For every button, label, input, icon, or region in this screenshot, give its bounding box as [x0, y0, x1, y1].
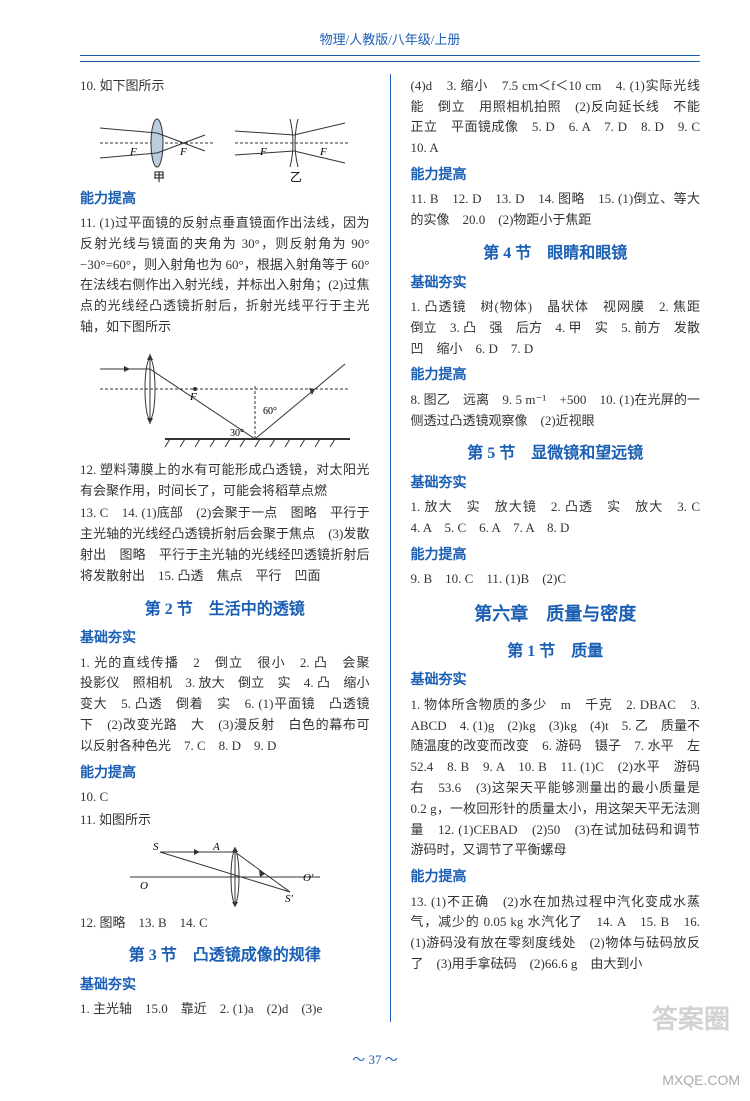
basic-heading-5: 基础夯实	[411, 473, 701, 495]
basic-heading-2: 基础夯实	[80, 628, 370, 650]
right-column: (4)d 3. 缩小 7.5 cm＜f＜10 cm 4. (1)实际光线 能 倒…	[411, 74, 701, 1022]
basic6-text: 1. 物体所含物质的多少 m 千克 2. DBAC 3. ABCD 4. (1)…	[411, 695, 701, 861]
ability4-text: 8. 图乙 远离 9. 5 m⁻¹ +500 10. (1)在光屏的一侧透过凸透…	[411, 390, 701, 432]
ability-heading-3: 能力提高	[411, 165, 701, 187]
q12-text: 12. 塑料薄膜上的水有可能形成凸透镜，对太阳光有会聚作用，时间长了，可能会将稻…	[80, 460, 370, 502]
angle-30: 30°	[230, 428, 244, 439]
label-yi: 乙	[290, 170, 302, 183]
lens-diagrams-row: F F 甲 F F 乙	[80, 103, 370, 183]
svg-text:F: F	[129, 146, 137, 158]
basic-heading-4: 基础夯实	[411, 273, 701, 295]
label-Sprime: S′	[285, 893, 294, 905]
label-F: F	[189, 391, 197, 403]
section-4-title: 第 4 节 眼睛和眼镜	[411, 241, 701, 267]
label-A: A	[212, 841, 220, 853]
q12-14-text: 12. 图略 13. B 14. C	[80, 913, 370, 934]
header-underline	[80, 60, 700, 62]
chapter-6-title: 第六章 质量与密度	[411, 600, 701, 629]
convex-concave-lens-diagram: F F 甲 F F 乙	[95, 103, 355, 183]
q10b-text: 10. C	[80, 787, 370, 808]
q13-15-text: 13. C 14. (1)底部 (2)会聚于一点 图略 平行于主光轴的光线经凸透…	[80, 503, 370, 586]
basic2-text: 1. 光的直线传播 2 倒立 很小 2. 凸 会聚 投影仪 照相机 3. 放大 …	[80, 653, 370, 757]
column-divider	[390, 74, 391, 1022]
ability-heading-4: 能力提高	[411, 365, 701, 387]
label-O: O	[140, 880, 148, 892]
section-3-title: 第 3 节 凸透镜成像的规律	[80, 943, 370, 969]
ability5-text: 9. B 10. C 11. (1)B (2)C	[411, 569, 701, 590]
section-5-title: 第 5 节 显微镜和望远镜	[411, 441, 701, 467]
label-S: S	[153, 841, 159, 853]
q11b-text: 11. 如图所示	[80, 810, 370, 831]
section-2-title: 第 2 节 生活中的透镜	[80, 597, 370, 623]
basic-heading-6: 基础夯实	[411, 670, 701, 692]
ability-heading-1: 能力提高	[80, 189, 370, 211]
watermark-url: MXQE.COM	[662, 1069, 740, 1091]
ability-heading-5: 能力提高	[411, 545, 701, 567]
ability3-text: 11. B 12. D 13. D 14. 图略 15. (1)倒立、等大的实像…	[411, 189, 701, 231]
ability6-text: 13. (1)不正确 (2)水在加热过程中汽化变成水蒸气，减少的 0.05 kg…	[411, 892, 701, 975]
page: 物理/人教版/八年级/上册 10. 如下图所示 F F 甲	[0, 0, 750, 1101]
two-columns: 10. 如下图所示 F F 甲	[80, 74, 700, 1022]
ability-heading-2: 能力提高	[80, 763, 370, 785]
image-formation-diagram: S A O O′ S′	[125, 837, 325, 907]
reflection-diagram: F 60° 30°	[80, 344, 370, 454]
basic3-text: 1. 主光轴 15.0 靠近 2. (1)a (2)d (3)e	[80, 999, 370, 1020]
ability-heading-6: 能力提高	[411, 867, 701, 889]
page-header: 物理/人教版/八年级/上册	[80, 30, 700, 56]
mirror-lens-diagram: F 60° 30°	[95, 344, 355, 454]
basic-heading-3: 基础夯实	[80, 975, 370, 997]
basic5-text: 1. 放大 实 放大镜 2. 凸透 实 放大 3. C 4. A 5. C 6.…	[411, 497, 701, 539]
q11-text: 11. (1)过平面镜的反射点垂直镜面作出法线，因为反射光线与镜面的夹角为 30…	[80, 213, 370, 338]
label-Oprime: O′	[303, 872, 314, 884]
section-6-1-title: 第 1 节 质量	[411, 639, 701, 665]
q10-text: 10. 如下图所示	[80, 76, 370, 97]
svg-text:F: F	[319, 146, 327, 158]
angle-60: 60°	[263, 406, 277, 417]
svg-text:F: F	[259, 146, 267, 158]
svg-text:F: F	[179, 146, 187, 158]
cont1-text: (4)d 3. 缩小 7.5 cm＜f＜10 cm 4. (1)实际光线 能 倒…	[411, 76, 701, 159]
page-number: ～ 37 ～	[0, 1050, 750, 1071]
left-column: 10. 如下图所示 F F 甲	[80, 74, 370, 1022]
watermark-logo: 答案圈	[652, 999, 730, 1041]
label-jia: 甲	[153, 170, 165, 183]
ray-diagram-3: S A O O′ S′	[80, 837, 370, 907]
basic4-text: 1. 凸透镜 树(物体) 晶状体 视网膜 2. 焦距 倒立 3. 凸 强 后方 …	[411, 297, 701, 359]
